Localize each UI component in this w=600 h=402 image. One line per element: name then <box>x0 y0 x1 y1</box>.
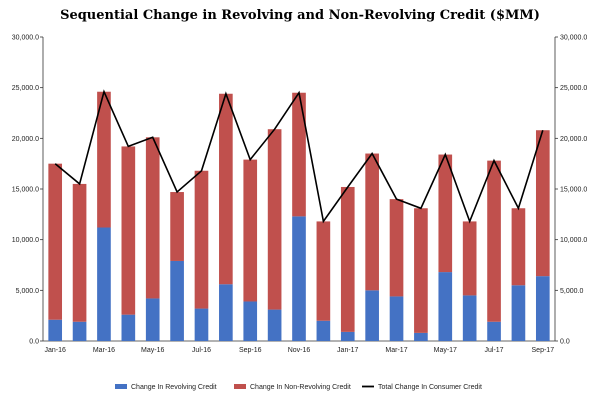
legend-label: Change In Revolving Credit <box>131 384 217 391</box>
y-axis-left: 0.0 5,000.0 10,000.0 15,000.0 20,000.0 25,000… <box>12 35 43 346</box>
x-tick-label: Jul-17 <box>485 347 504 354</box>
non-revolving-bar <box>414 208 428 333</box>
revolving-bar <box>365 290 379 341</box>
revolving-bar <box>145 298 160 341</box>
non-revolving-bar <box>438 154 453 273</box>
y-axis-right: 0.0 5,000.0 10,000.0 15,000.0 20,000.0 25,000… <box>555 35 587 346</box>
y-right-tick-label: 10,000.0 <box>560 237 587 244</box>
non-revolving-bar <box>535 130 550 277</box>
revolving-bar <box>194 308 209 341</box>
legend: Change In Revolving Credit Change In Non-… <box>115 384 482 391</box>
x-tick-label: Jul-16 <box>192 347 211 354</box>
non-revolving-bar <box>145 137 160 299</box>
non-revolving-bar <box>316 221 331 321</box>
revolving-bar <box>219 284 233 341</box>
total-credit-line <box>54 89 544 224</box>
revolving-bar <box>170 260 184 341</box>
y-tick-label: 25,000.0 <box>12 85 39 92</box>
non-revolving-bar <box>340 186 355 332</box>
legend-label: Total Change In Consumer Credit <box>378 384 482 391</box>
bar-group <box>48 91 550 341</box>
revolving-bar <box>535 276 550 341</box>
y-right-tick-label: 25,000.0 <box>560 85 587 92</box>
line-group <box>54 89 544 224</box>
revolving-bar <box>340 331 355 341</box>
non-revolving-bar <box>219 93 233 285</box>
y-right-tick-label: 30,000.0 <box>560 35 587 42</box>
revolving-bar <box>292 216 306 341</box>
legend-label: Change In Non-Revolving Credit <box>250 384 351 391</box>
x-tick-label: Nov-16 <box>288 347 311 354</box>
revolving-bar <box>462 295 477 341</box>
non-revolving-bar <box>170 192 184 261</box>
non-revolving-bar <box>121 146 136 315</box>
x-axis: Jan-16 Mar-16 May-16 Jul-16 Sep-16 Nov-16 Jan-… <box>44 347 554 354</box>
y-tick-label: 20,000.0 <box>12 136 39 143</box>
x-tick-label: Jan-16 <box>44 347 66 354</box>
non-revolving-bar <box>267 129 282 310</box>
non-revolving-bar <box>243 159 258 302</box>
y-tick-label: 5,000.0 <box>16 288 39 295</box>
y-right-tick-label: 15,000.0 <box>560 187 587 194</box>
y-tick-label: 10,000.0 <box>12 237 39 244</box>
revolving-bar <box>243 301 258 341</box>
x-tick-label: Jan-17 <box>337 347 359 354</box>
revolving-bar <box>487 321 501 341</box>
legend-swatch <box>234 384 246 389</box>
non-revolving-bar <box>292 92 306 217</box>
non-revolving-bar <box>462 221 477 296</box>
revolving-bar <box>414 332 428 341</box>
y-right-tick-label: 20,000.0 <box>560 136 587 143</box>
revolving-bar <box>97 227 111 341</box>
non-revolving-bar <box>72 183 87 322</box>
x-tick-label: Mar-17 <box>385 347 407 354</box>
x-tick-label: Sep-16 <box>239 347 262 354</box>
y-right-tick-label: 5,000.0 <box>560 288 583 295</box>
revolving-bar <box>438 272 453 341</box>
y-right-tick-label: 0.0 <box>560 339 570 346</box>
revolving-bar <box>267 309 282 341</box>
non-revolving-bar <box>365 153 379 291</box>
x-tick-label: May-16 <box>141 347 164 354</box>
x-tick-label: Sep-17 <box>532 347 555 354</box>
non-revolving-bar <box>511 208 526 286</box>
non-revolving-bar <box>389 199 404 297</box>
revolving-bar <box>389 296 404 341</box>
non-revolving-bar <box>48 163 63 320</box>
legend-swatch <box>115 384 127 389</box>
revolving-bar <box>511 285 526 341</box>
non-revolving-bar <box>487 160 501 322</box>
x-tick-label: Mar-16 <box>93 347 115 354</box>
x-tick-label: May-17 <box>434 347 457 354</box>
non-revolving-bar <box>194 170 209 309</box>
y-tick-label: 30,000.0 <box>12 35 39 42</box>
revolving-bar <box>72 321 87 341</box>
y-tick-label: 15,000.0 <box>12 187 39 194</box>
revolving-bar <box>121 314 136 341</box>
revolving-bar <box>316 320 331 341</box>
revolving-bar <box>48 319 63 341</box>
y-tick-label: 0.0 <box>29 339 39 346</box>
non-revolving-bar <box>97 91 111 228</box>
chart-title: Sequential Change in Revolving and Non-R… <box>60 8 540 23</box>
